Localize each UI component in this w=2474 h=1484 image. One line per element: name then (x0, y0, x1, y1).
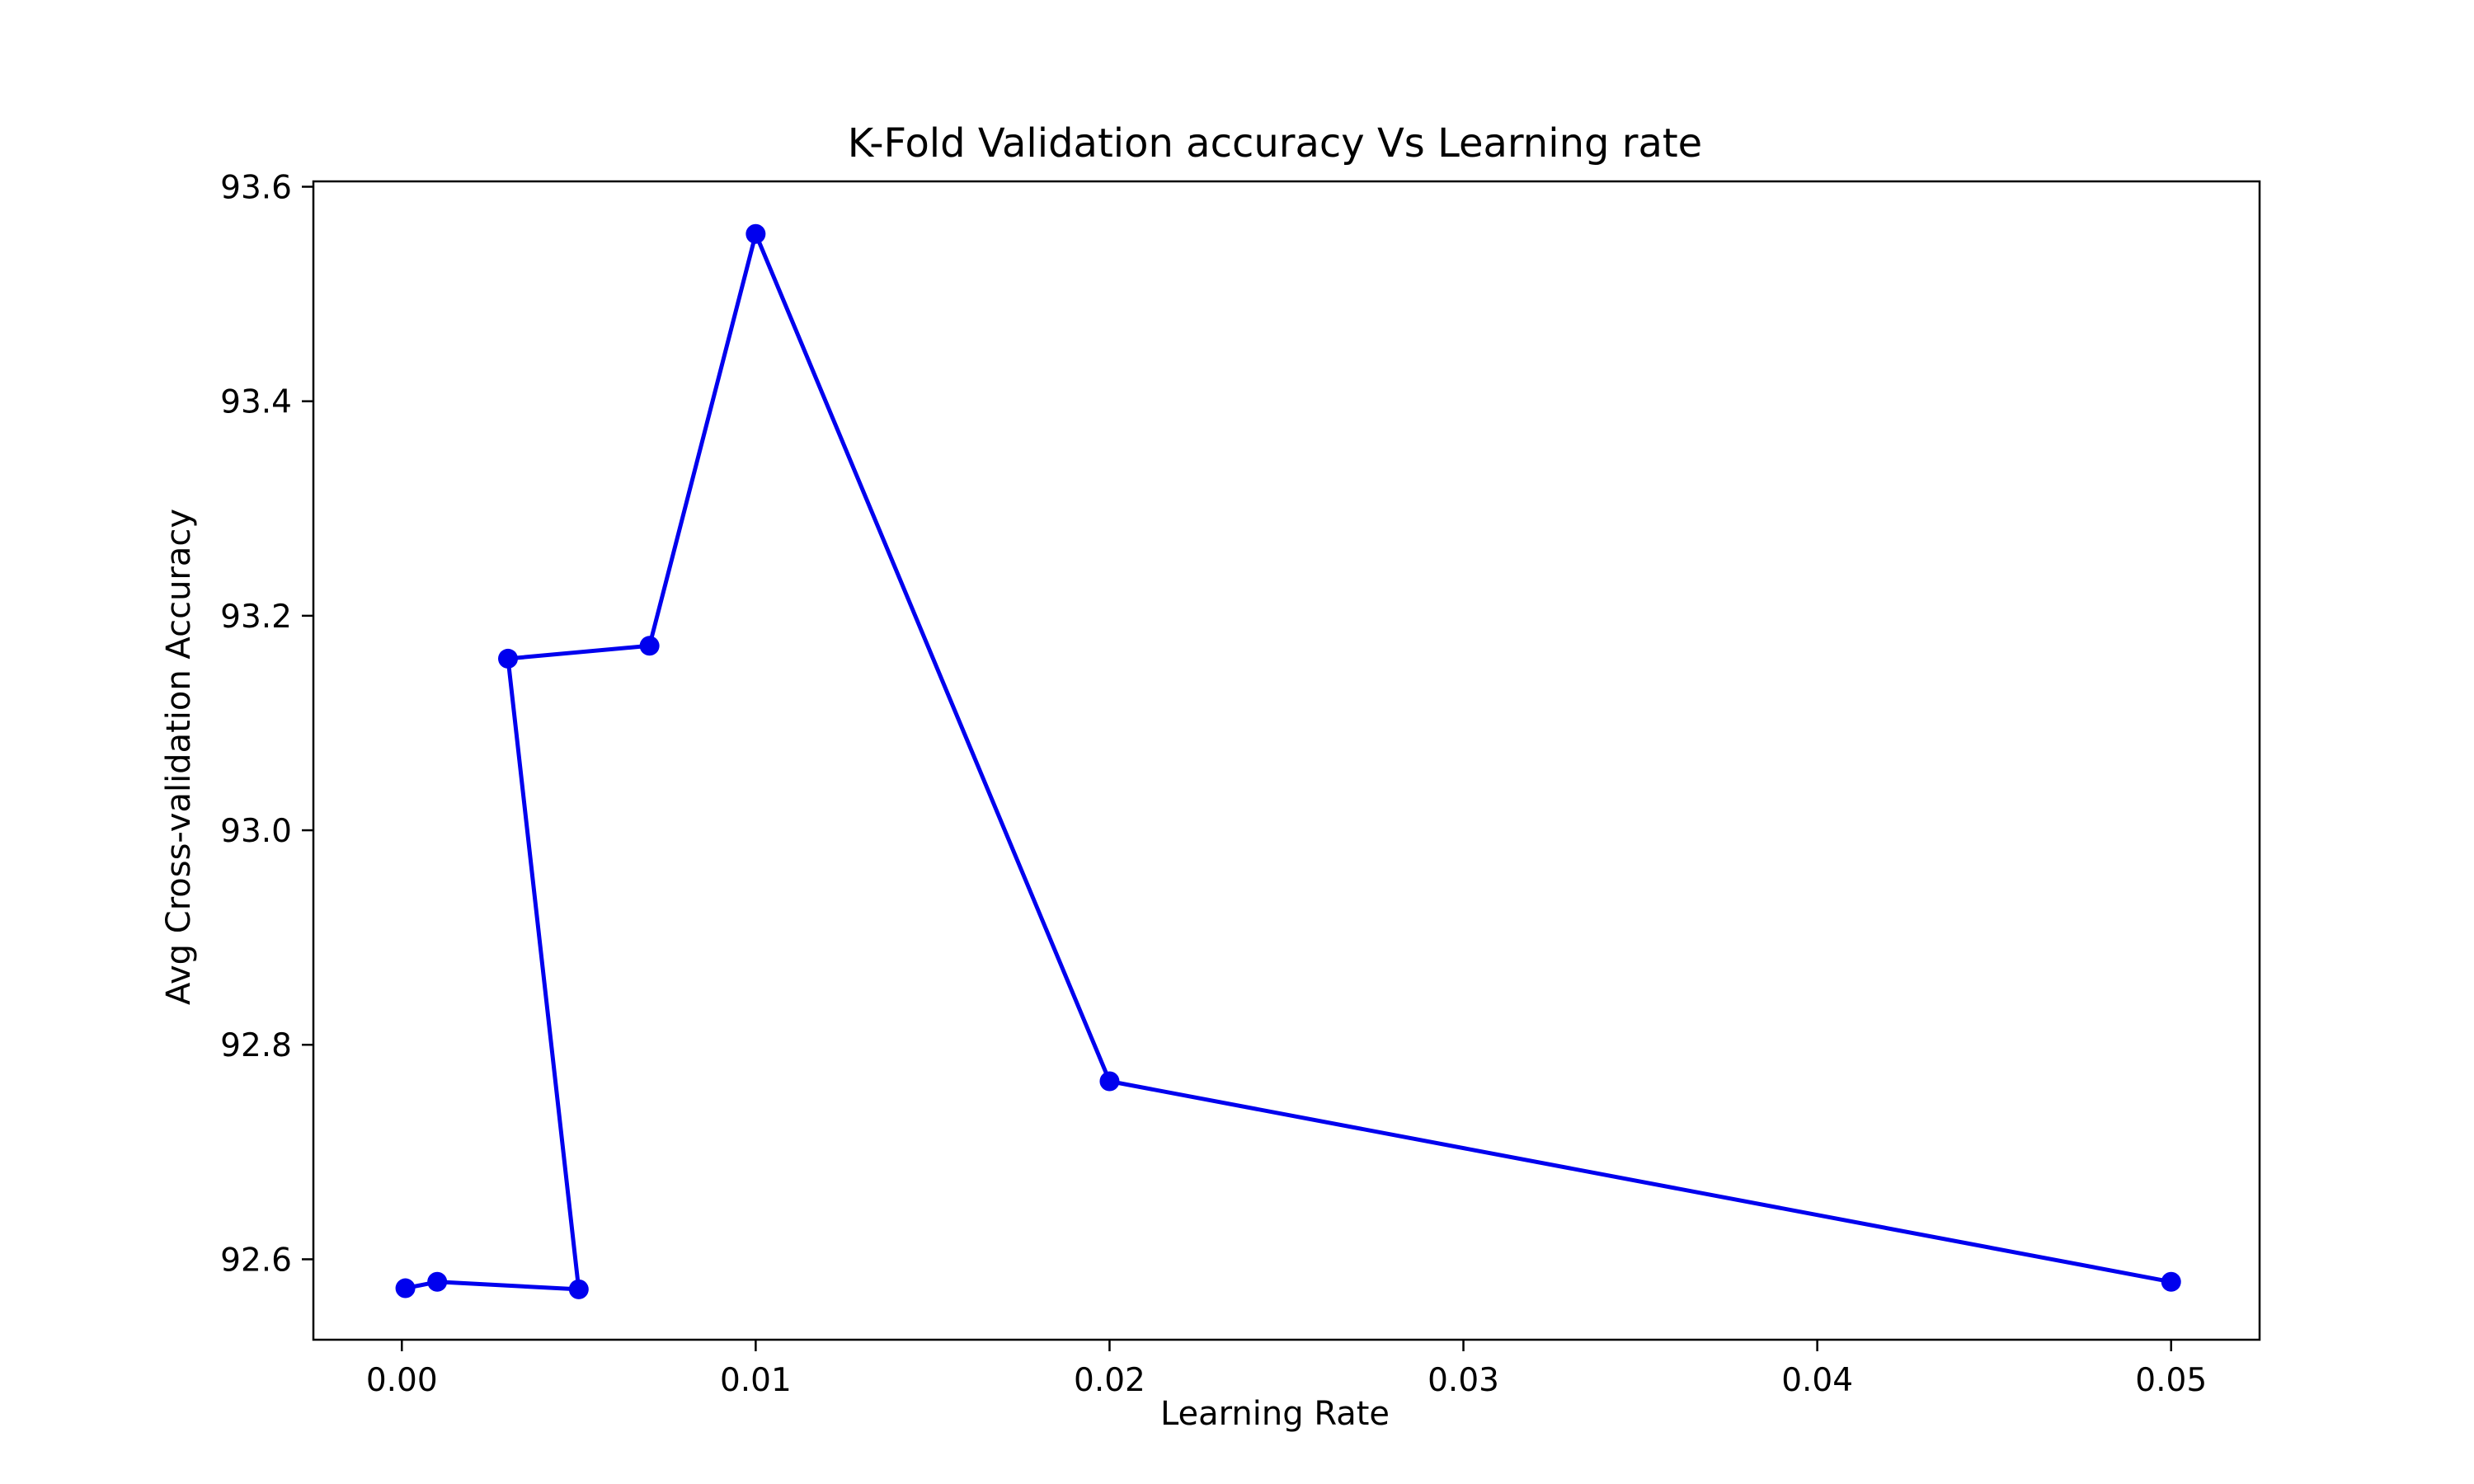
y-tick-label: 92.6 (220, 1242, 292, 1279)
y-axis-label: Avg Cross-validation Accuracy (160, 509, 198, 1005)
data-point (1099, 1071, 1120, 1092)
data-point (427, 1271, 448, 1292)
x-tick-label: 0.03 (1427, 1362, 1499, 1399)
data-point (395, 1278, 416, 1298)
x-tick-label: 0.02 (1074, 1362, 1145, 1399)
data-point (498, 648, 518, 669)
y-tick-label: 92.8 (220, 1027, 292, 1064)
data-point (568, 1279, 589, 1299)
y-tick-label: 93.4 (220, 384, 292, 421)
x-axis-label: Learning Rate (1160, 1395, 1390, 1433)
y-tick-label: 93.0 (220, 813, 292, 850)
y-tick-label: 93.6 (220, 170, 292, 207)
x-tick-label: 0.01 (720, 1362, 792, 1399)
x-tick-label: 0.04 (1781, 1362, 1853, 1399)
series-layer (395, 223, 2181, 1299)
y-axis: 92.6 92.8 93.0 93.2 93.4 93.6 (220, 170, 313, 1279)
data-point (639, 636, 660, 656)
series-line (405, 232, 2172, 1292)
x-tick-label: 0.00 (366, 1362, 438, 1399)
data-point (745, 223, 766, 244)
y-tick-label: 93.2 (220, 599, 292, 636)
plot-frame (312, 180, 2261, 1341)
x-axis: 0.00 0.01 0.02 0.03 0.04 0.05 (366, 1340, 2207, 1399)
chart-title: K-Fold Validation accuracy Vs Learning r… (848, 120, 1702, 167)
data-point (2161, 1271, 2181, 1292)
x-tick-label: 0.05 (2135, 1362, 2207, 1399)
